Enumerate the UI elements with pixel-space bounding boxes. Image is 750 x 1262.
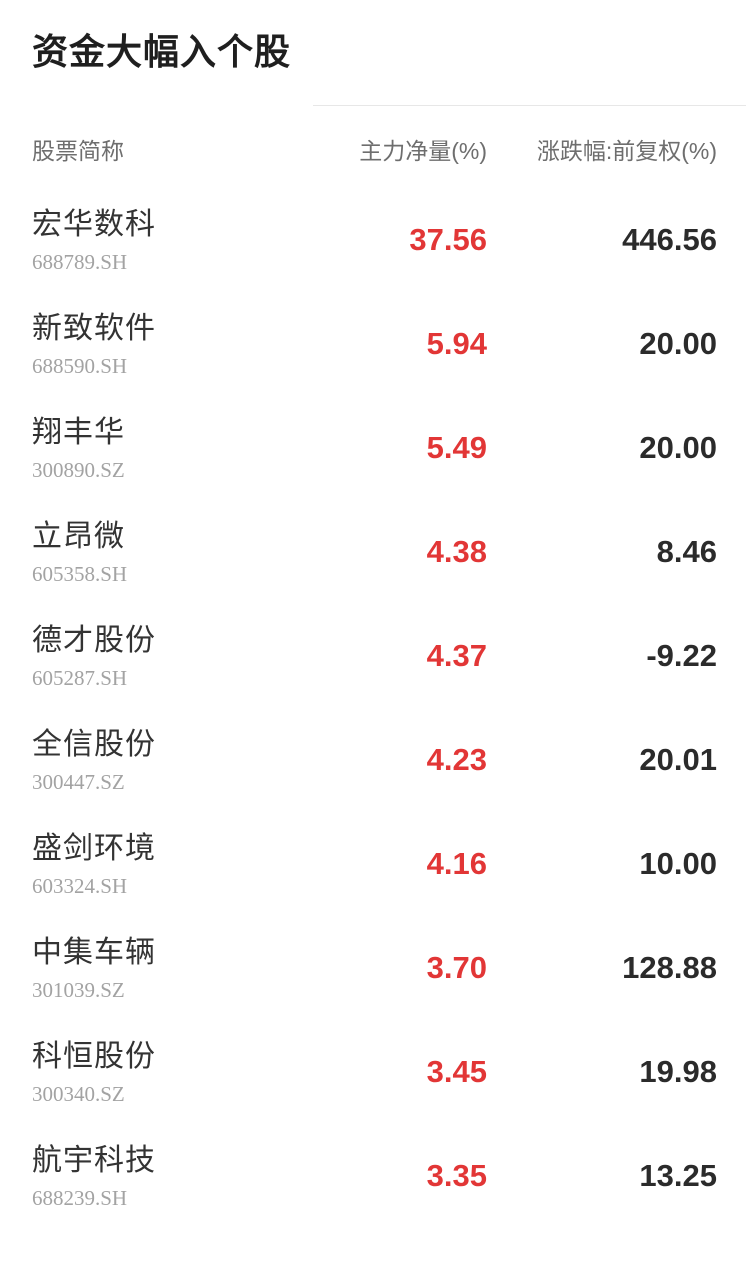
table-row[interactable]: 立昂微 605358.SH 4.38 8.46 bbox=[0, 500, 750, 604]
column-header-change: 涨跌幅:前复权(%) bbox=[536, 138, 717, 164]
stock-name-cell: 翔丰华 300890.SZ bbox=[32, 414, 327, 483]
stock-list: 宏华数科 688789.SH 37.56 446.56 新致软件 688590.… bbox=[0, 188, 750, 1228]
table-row[interactable]: 全信股份 300447.SZ 4.23 20.01 bbox=[0, 708, 750, 812]
stock-code: 300340.SZ bbox=[32, 1081, 125, 1106]
change-value: -9.22 bbox=[646, 638, 717, 673]
change-value: 8.46 bbox=[656, 534, 717, 569]
stock-code: 688239.SH bbox=[32, 1185, 128, 1210]
change-value: 20.00 bbox=[639, 326, 717, 361]
column-header-main-net: 主力净量(%) bbox=[359, 138, 487, 164]
stock-name-cell: 新致软件 688590.SH bbox=[32, 310, 327, 379]
table-row[interactable]: 科恒股份 300340.SZ 3.45 19.98 bbox=[0, 1020, 750, 1124]
stock-name: 德才股份 bbox=[32, 623, 156, 657]
stock-code: 605358.SH bbox=[32, 561, 128, 586]
stock-name-cell: 中集车辆 301039.SZ bbox=[32, 934, 327, 1003]
stock-name-cell: 科恒股份 300340.SZ bbox=[32, 1038, 327, 1107]
stock-code: 688789.SH bbox=[32, 249, 128, 274]
stock-name: 全信股份 bbox=[32, 727, 156, 761]
main-net-value: 4.38 bbox=[426, 534, 487, 569]
stock-name: 科恒股份 bbox=[32, 1039, 156, 1073]
stock-code: 300890.SZ bbox=[32, 457, 125, 482]
main-net-value: 4.16 bbox=[426, 846, 487, 881]
stock-code: 300447.SZ bbox=[32, 769, 125, 794]
stock-name: 新致软件 bbox=[32, 311, 156, 345]
stock-name-cell: 航宇科技 688239.SH bbox=[32, 1142, 327, 1211]
table-row[interactable]: 翔丰华 300890.SZ 5.49 20.00 bbox=[0, 396, 750, 500]
change-value: 20.01 bbox=[639, 742, 717, 777]
main-net-value: 3.70 bbox=[426, 950, 487, 985]
table-row[interactable]: 航宇科技 688239.SH 3.35 13.25 bbox=[0, 1124, 750, 1228]
stock-name: 航宇科技 bbox=[32, 1143, 156, 1177]
table-row[interactable]: 新致软件 688590.SH 5.94 20.00 bbox=[0, 292, 750, 396]
stock-name: 立昂微 bbox=[32, 519, 125, 553]
table-row[interactable]: 中集车辆 301039.SZ 3.70 128.88 bbox=[0, 916, 750, 1020]
page-title: 资金大幅入个股 bbox=[32, 31, 292, 72]
table-row[interactable]: 盛剑环境 603324.SH 4.16 10.00 bbox=[0, 812, 750, 916]
stock-name: 中集车辆 bbox=[32, 935, 156, 969]
change-value: 128.88 bbox=[622, 950, 717, 985]
main-net-value: 3.45 bbox=[426, 1054, 487, 1089]
stock-name-cell: 立昂微 605358.SH bbox=[32, 518, 327, 587]
change-value: 13.25 bbox=[639, 1158, 717, 1193]
column-header-stock-name: 股票简称 bbox=[32, 138, 124, 164]
change-value: 19.98 bbox=[639, 1054, 717, 1089]
stock-code: 301039.SZ bbox=[32, 977, 125, 1002]
stock-name: 宏华数科 bbox=[32, 207, 156, 241]
main-net-value: 3.35 bbox=[426, 1158, 487, 1193]
table-header: 股票简称 主力净量(%) 涨跌幅:前复权(%) bbox=[0, 139, 750, 163]
table-row[interactable]: 德才股份 605287.SH 4.37 -9.22 bbox=[0, 604, 750, 708]
change-value: 446.56 bbox=[622, 222, 717, 257]
change-value: 20.00 bbox=[639, 430, 717, 465]
stock-name-cell: 全信股份 300447.SZ bbox=[32, 726, 327, 795]
main-net-value: 5.94 bbox=[426, 326, 487, 361]
header-divider bbox=[313, 105, 746, 106]
stock-name-cell: 盛剑环境 603324.SH bbox=[32, 830, 327, 899]
change-value: 10.00 bbox=[639, 846, 717, 881]
stock-code: 603324.SH bbox=[32, 873, 128, 898]
stock-name: 翔丰华 bbox=[32, 415, 125, 449]
stock-code: 688590.SH bbox=[32, 353, 128, 378]
main-net-value: 37.56 bbox=[409, 222, 487, 257]
table-row[interactable]: 宏华数科 688789.SH 37.56 446.56 bbox=[0, 188, 750, 292]
stock-name-cell: 德才股份 605287.SH bbox=[32, 622, 327, 691]
main-net-value: 4.37 bbox=[426, 638, 487, 673]
stock-code: 605287.SH bbox=[32, 665, 128, 690]
stock-name-cell: 宏华数科 688789.SH bbox=[32, 206, 327, 275]
stock-name: 盛剑环境 bbox=[32, 831, 156, 865]
main-net-value: 4.23 bbox=[426, 742, 487, 777]
main-net-value: 5.49 bbox=[426, 430, 487, 465]
